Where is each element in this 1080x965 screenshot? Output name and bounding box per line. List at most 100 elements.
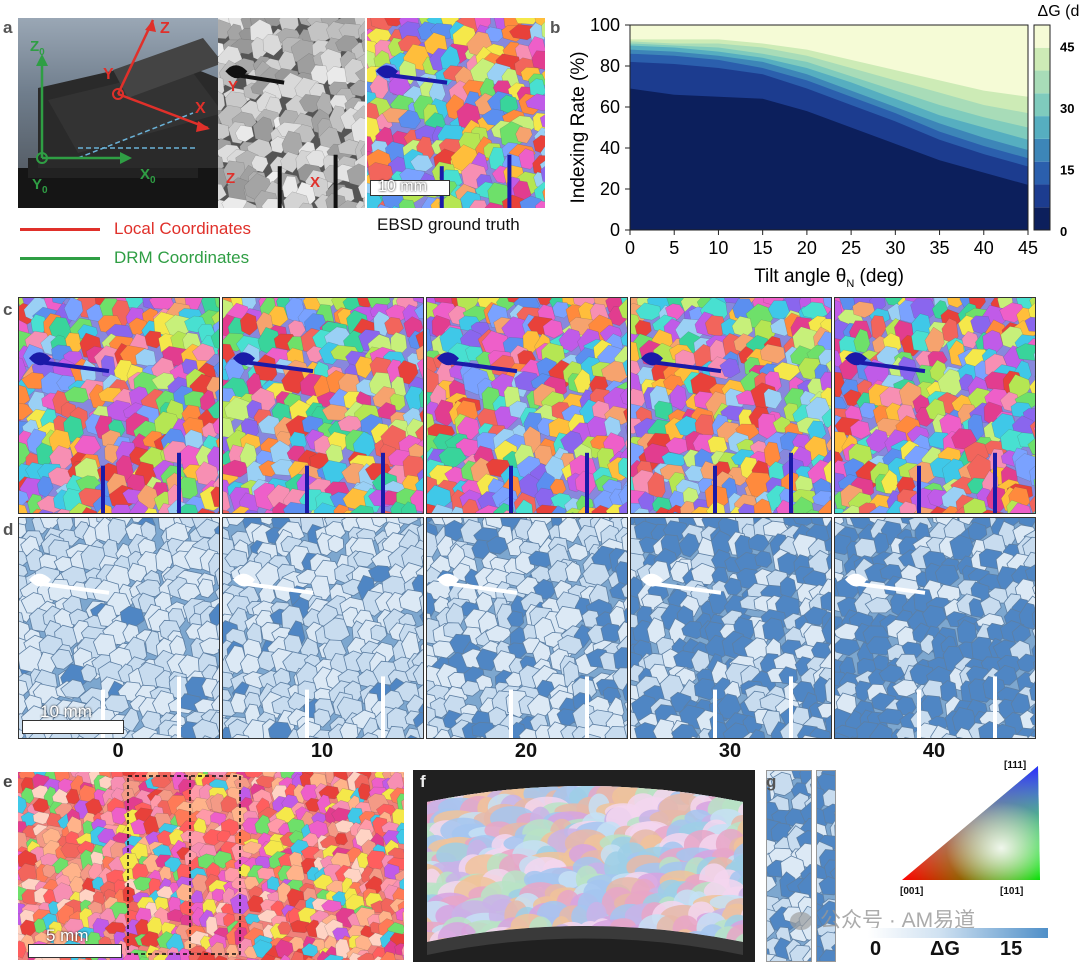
z0-sub: 0 — [39, 47, 45, 58]
scale-bar-d — [22, 720, 124, 734]
colorbar-segment-4 — [1034, 116, 1050, 139]
panel-label-f: f — [420, 772, 426, 791]
colorbar-segment-5 — [1034, 93, 1050, 117]
x-tick-label: 25 — [841, 238, 861, 258]
dg-texture-40 — [835, 518, 1035, 738]
x0-sub: 0 — [150, 175, 156, 186]
z0-text: Z — [30, 38, 40, 55]
x-tick-label: 40 — [974, 238, 994, 258]
panel-label-c: c — [3, 300, 13, 319]
colorbar-frame — [1033, 24, 1051, 231]
ipf-texture-0 — [19, 298, 219, 513]
colorbar-segment-2 — [1034, 161, 1050, 185]
y-axis-label: Indexing Rate (%) — [568, 51, 589, 203]
ipf-label-001: [001] — [900, 886, 924, 897]
colorbar-segment-7 — [1034, 47, 1050, 71]
axis-label-local-z: Z — [160, 20, 170, 37]
curved-sample-photo-f — [413, 770, 755, 962]
y-tick-label: 0 — [610, 220, 620, 240]
tilt-label-30: 30 — [718, 740, 742, 762]
x-tick-label: 45 — [1018, 238, 1038, 258]
ebsd-ground-truth-map — [367, 18, 545, 208]
axis-label-drm-z0: Z0 — [30, 38, 45, 58]
y-tick-label: 40 — [600, 138, 620, 158]
colorbar-segment-6 — [1034, 70, 1050, 94]
tilt-label-40: 40 — [922, 740, 946, 762]
strip-map-g-2 — [816, 770, 836, 962]
axis-label-local-y: Y — [103, 66, 114, 83]
ipf-texture-10 — [223, 298, 423, 513]
watermark-icon — [790, 912, 812, 931]
axis-label-drm-x0: X0 — [140, 166, 156, 186]
map-axis-y: Y — [228, 78, 239, 95]
watermark-text: 公众号 · AM易道 — [820, 909, 976, 932]
dg-texture-0 — [19, 518, 219, 738]
legend-drm-line — [20, 257, 100, 260]
panel-label-a: a — [3, 18, 13, 37]
ipf-map-tilt-0 — [18, 297, 220, 514]
scale-bar-e — [28, 944, 122, 958]
colorbar-tick-45: 45 — [1060, 40, 1074, 55]
colorbar-tick-30: 30 — [1060, 101, 1074, 116]
dg-map-tilt-0 — [18, 517, 220, 739]
dashed-regions-e — [127, 775, 241, 955]
x0-text: X — [140, 166, 151, 183]
x-axis-label: Tilt angle θN (deg) — [754, 266, 904, 290]
sample-photo-drawing — [18, 19, 218, 208]
ipf-color-triangle — [902, 766, 1040, 880]
scale-bar-label-a: 10 mm — [378, 178, 427, 195]
colorbar-segment-8 — [1034, 25, 1050, 48]
ipf-map-tilt-10 — [222, 297, 424, 514]
large-ipf-map-e — [18, 772, 404, 960]
x-tick-label: 30 — [885, 238, 905, 258]
ipf-texture-30 — [631, 298, 831, 513]
dg-colorbar — [868, 928, 1048, 938]
x-tick-label: 35 — [930, 238, 950, 258]
y-tick-label: 100 — [590, 15, 620, 35]
dg-map-tilt-10 — [222, 517, 424, 739]
ipf-texture-e — [18, 772, 404, 960]
x-tick-label: 5 — [669, 238, 679, 258]
tilt-label-20: 20 — [514, 740, 538, 762]
grain-texture-gray — [218, 18, 365, 208]
dg-texture-30 — [631, 518, 831, 738]
tilt-label-0: 0 — [112, 740, 124, 762]
plot-frame — [629, 24, 1029, 231]
x-tick-label: 15 — [753, 238, 773, 258]
colorbar-segment-0 — [1034, 207, 1050, 230]
panel-label-e: e — [3, 772, 13, 791]
colorbar-tick-0: 0 — [1060, 224, 1067, 239]
dg-texture-20 — [427, 518, 627, 738]
y0-text: Y — [32, 176, 43, 193]
y0-sub: 0 — [42, 185, 48, 196]
ipf-triangle-center — [902, 766, 1040, 880]
scale-bar-a — [370, 180, 450, 196]
legend-drm-label: DRM Coordinates — [114, 248, 250, 267]
dg-map-tilt-30 — [630, 517, 832, 739]
x-tick-label: 10 — [708, 238, 728, 258]
axis-label-local-x: X — [195, 100, 206, 117]
ipf-map-tilt-30 — [630, 297, 832, 514]
dg-colorbar-label: ΔG — [930, 938, 960, 960]
ipf-map-tilt-20 — [426, 297, 628, 514]
legend-local-label: Local Coordinates — [114, 219, 252, 238]
map-axis-x: X — [310, 174, 321, 191]
axis-label-drm-y0: Y0 — [32, 176, 48, 196]
drm-grayscale-map — [218, 18, 365, 208]
colorbar-tick-15: 15 — [1060, 163, 1074, 178]
ipf-texture-40 — [835, 298, 1035, 513]
watermark: 公众号 · AM易道 — [790, 904, 975, 934]
y-tick-label: 80 — [600, 56, 620, 76]
ebsd-caption: EBSD ground truth — [377, 215, 520, 234]
dg-map-tilt-20 — [426, 517, 628, 739]
map-axis-z: Z — [226, 170, 236, 187]
area-series-0 — [630, 88, 1028, 230]
ipf-texture-20 — [427, 298, 627, 513]
grain-texture-ebsd — [367, 18, 545, 208]
x-tick-label: 0 — [625, 238, 635, 258]
sample-photo — [18, 18, 218, 208]
colorbar-segment-3 — [1034, 138, 1050, 162]
dg-colorbar-min: 0 — [870, 938, 882, 960]
dg-map-tilt-40 — [834, 517, 1036, 739]
